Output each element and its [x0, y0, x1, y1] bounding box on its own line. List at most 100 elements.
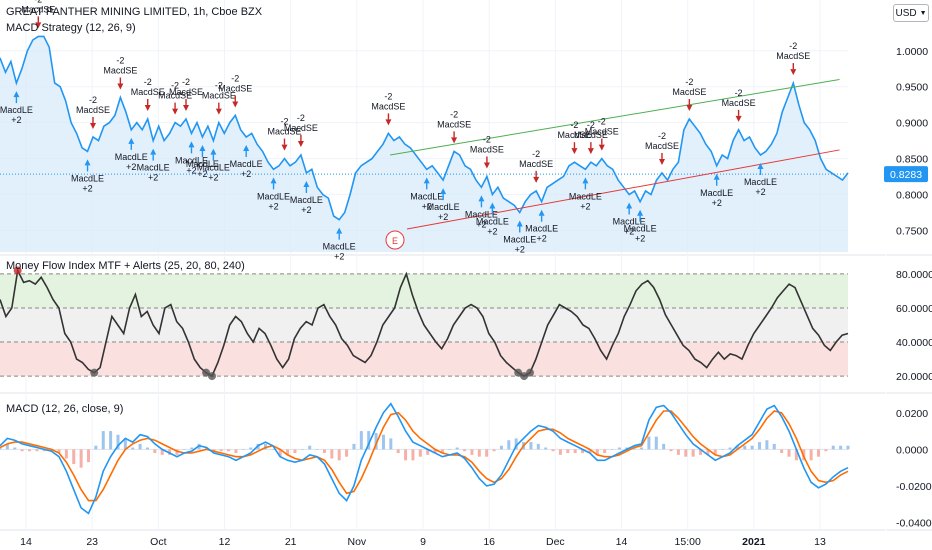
price-line — [0, 35, 849, 221]
buy-signal-label: MacdLE — [465, 209, 498, 219]
macd-histogram-bar — [116, 434, 120, 450]
buy-signal-count: +2 — [476, 219, 486, 229]
macd-histogram-bar — [359, 431, 363, 450]
macd-histogram-bar — [507, 440, 511, 450]
sell-signal-count: -2 — [789, 41, 797, 51]
buy-signal: MacdLE+2 — [71, 159, 104, 193]
earnings-event-marker[interactable]: E — [385, 230, 405, 250]
sell-signal-count: -2 — [384, 91, 392, 101]
macd-strategy-label[interactable]: MACD Strategy (12, 26, 9) — [6, 22, 136, 34]
buy-signal-count: +2 — [422, 201, 432, 211]
macd-histogram-bar — [492, 449, 496, 452]
macd-histogram-bar — [573, 449, 577, 454]
macd-histogram-bar — [404, 449, 408, 461]
arrow-up-icon — [303, 180, 310, 187]
time-tick-label: 21 — [285, 536, 297, 548]
mfi-tick-label: 80.0000 — [896, 269, 932, 281]
sell-signal-label: MacdSE — [672, 87, 706, 97]
sell-signal-count: -2 — [116, 55, 124, 65]
macd-histogram-bar — [455, 447, 459, 450]
price-tick-label: 1.0000 — [896, 46, 928, 58]
macd-histogram-bar — [691, 449, 695, 457]
macd-histogram-bar — [765, 440, 769, 450]
mfi-alert-low — [202, 368, 211, 377]
time-tick-label: 13 — [814, 536, 826, 548]
buy-signal-count: +2 — [301, 205, 311, 215]
macd-histogram-bar — [610, 449, 614, 450]
buy-signal-count: +2 — [148, 173, 158, 183]
macd-histogram-bar — [699, 449, 703, 455]
buy-signal-label: MacdLE — [569, 191, 602, 201]
macd-histogram-bar — [485, 449, 489, 457]
sell-signal-count: -2 — [89, 95, 97, 105]
arrow-up-icon — [637, 209, 644, 216]
arrow-down-icon — [790, 69, 797, 76]
mfi-tick-label: 40.0000 — [896, 337, 932, 349]
macd-pane — [0, 402, 850, 515]
arrow-up-icon — [538, 209, 545, 216]
buy-signal-label: MacdLE — [257, 191, 290, 201]
macd-histogram-bar — [271, 449, 275, 450]
buy-signal-count: +2 — [487, 227, 497, 237]
macd-histogram-bar — [101, 431, 105, 450]
buy-signal: MacdLE+2 — [476, 202, 509, 237]
buy-signal: MacdLE+2 — [700, 173, 733, 208]
macd-histogram-bar — [381, 434, 385, 450]
macd-tick-label: 0.0200 — [896, 408, 928, 420]
macd-histogram-bar — [831, 445, 835, 450]
buy-signal: MacdLE+2 — [197, 148, 230, 183]
arrow-up-icon — [150, 148, 157, 155]
macd-histogram-bar — [787, 449, 791, 457]
sell-signal-count: -2 — [182, 77, 190, 87]
macd-histogram-bar — [345, 449, 349, 457]
buy-signal-label: MacdLE — [175, 155, 208, 165]
macd-histogram-bar — [824, 449, 828, 452]
arrow-down-icon — [598, 144, 605, 151]
time-tick-label: 14 — [616, 536, 628, 548]
buy-signal-count: +2 — [334, 252, 344, 262]
mfi-indicator-label[interactable]: Money Flow Index MTF + Alerts (25, 20, 8… — [6, 260, 245, 272]
currency-button[interactable]: USD ▼ — [893, 4, 929, 22]
macd-histogram-bar — [160, 449, 164, 455]
arrow-down-icon — [172, 108, 179, 115]
buy-signal-count: +2 — [580, 201, 590, 211]
macd-histogram-bar — [278, 449, 282, 457]
macd-histogram-bar — [477, 449, 481, 457]
macd-histogram-bar — [440, 449, 444, 454]
sell-signal-count: -2 — [144, 77, 152, 87]
buy-signal-count: +2 — [126, 162, 136, 172]
buy-signal: MacdLE+2 — [410, 177, 443, 211]
macd-histogram-bar — [175, 449, 179, 455]
sell-signal-count: -2 — [658, 131, 666, 141]
buy-signal: MacdLE+2 — [290, 180, 323, 215]
macd-indicator-label[interactable]: MACD (12, 26, close, 9) — [6, 403, 123, 415]
buy-signal-label: MacdLE — [323, 242, 356, 252]
macd-histogram-bar — [190, 447, 194, 450]
buy-signal: MacdLE+2 — [230, 145, 263, 179]
buy-signal-count: +2 — [438, 212, 448, 222]
buy-signal-label: MacdLE — [744, 177, 777, 187]
macd-histogram-bar — [499, 445, 503, 450]
macd-histogram-bar — [374, 432, 378, 450]
macd-histogram-bar — [632, 447, 636, 450]
buy-signal-label: MacdLE — [230, 159, 263, 169]
oversold-zone — [0, 342, 848, 377]
macd-histogram-bar — [389, 438, 393, 450]
sell-signal-count: -2 — [280, 117, 288, 127]
macd-histogram-bar — [241, 449, 245, 450]
chevron-down-icon: ▼ — [919, 9, 927, 17]
lower-channel-line — [406, 149, 840, 230]
sell-signal-count: -2 — [685, 77, 693, 87]
arrow-up-icon — [440, 188, 447, 195]
buy-signal-label: MacdLE — [476, 217, 509, 227]
macd-histogram-bar — [536, 443, 540, 450]
macd-histogram-bar — [625, 447, 629, 450]
sell-signal-label: MacdSE — [437, 119, 471, 129]
arrow-down-icon — [215, 108, 222, 115]
time-tick-label: Nov — [347, 536, 366, 548]
